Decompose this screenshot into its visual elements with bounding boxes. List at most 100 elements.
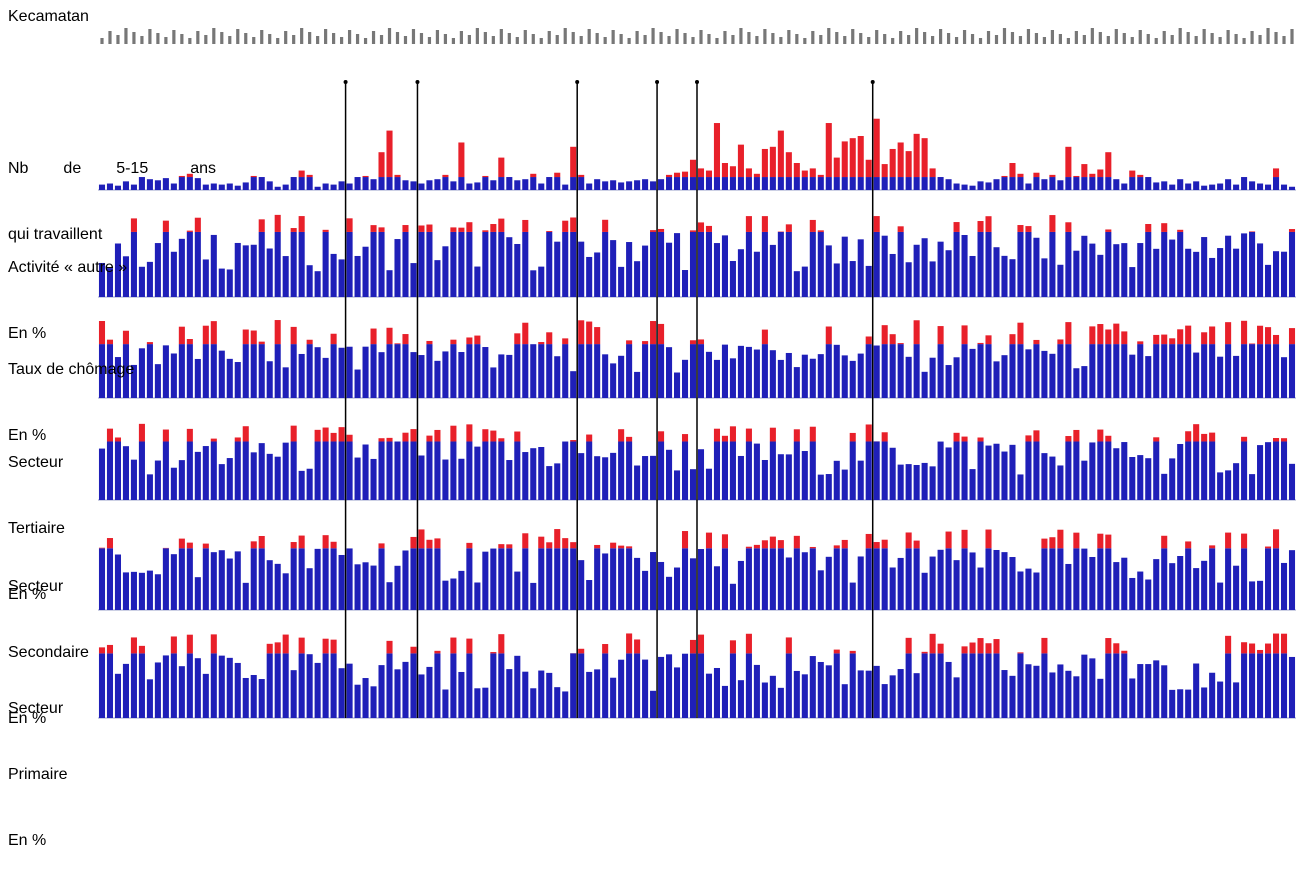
bar-blue [562,691,568,718]
bar-blue [243,441,249,500]
bar-blue [562,185,568,190]
bar-blue [283,653,289,718]
bar-blue [970,349,976,398]
bar-blue [402,662,408,718]
bar-blue [977,181,983,190]
bar-blue [530,448,536,500]
bar-blue [674,233,680,297]
bar-blue [275,187,281,190]
kecamatan-tick [276,38,279,44]
bar-red [570,217,576,231]
bar-red [410,647,416,654]
bar-blue [554,463,560,500]
bar-blue [554,687,560,718]
bar-blue [1073,676,1079,718]
bar-blue [1177,344,1183,398]
bar-blue [1097,441,1103,500]
kecamatan-tick [923,32,926,44]
kecamatan-tick [564,28,567,44]
kecamatan-tick [939,29,942,44]
bar-blue [363,562,369,610]
bar-blue [1185,441,1191,500]
bar-red [1257,650,1263,653]
bar-red [866,424,872,441]
bar-blue [371,179,377,190]
bar-red [794,536,800,548]
bar-blue [834,263,840,297]
bar-blue [1177,444,1183,500]
bar-red [626,340,632,344]
bar-blue [554,177,560,190]
bar-blue [251,245,257,297]
bar-blue [386,653,392,718]
bar-red [347,435,353,442]
bar-blue [1241,653,1247,718]
bar-red [866,534,872,548]
bar-blue [546,548,552,610]
kecamatan-tick [699,30,702,44]
bar-blue [1009,344,1015,398]
kecamatan-tick [252,37,255,44]
bar-blue [426,667,432,718]
bar-red [794,163,800,177]
bar-blue [858,239,864,297]
kecamatan-tick [715,38,718,44]
bar-blue [339,555,345,610]
bar-red [1241,437,1247,442]
bar-blue [1233,249,1239,297]
bar-red [722,436,728,442]
bar-blue [890,567,896,610]
kecamatan-tick [244,33,247,44]
bar-blue [1049,354,1055,398]
bar-blue [243,245,249,297]
bar-red [930,168,936,177]
bar-blue [498,232,504,297]
bar-red [1225,636,1231,654]
kecamatan-tick [180,34,183,44]
bar-blue [155,461,161,500]
bar-blue [914,344,920,398]
bar-blue [458,672,464,718]
bar-red [626,437,632,442]
bar-red [1289,229,1295,232]
kecamatan-tick [907,35,910,44]
bar-blue [243,678,249,718]
bar-blue [802,674,808,718]
bar-blue [371,459,377,500]
bar-blue [187,548,193,610]
kecamatan-tick [795,34,798,44]
bar-blue [363,347,369,398]
bar-blue [219,550,225,610]
bar-red [762,149,768,177]
bar-blue [211,653,217,718]
kecamatan-tick [284,31,287,44]
bar-blue [211,552,217,610]
bar-red [1105,535,1111,549]
bar-blue [227,458,233,500]
bar-blue [131,572,137,610]
bar-blue [1017,571,1023,610]
bar-blue [698,232,704,297]
bar-blue [610,678,616,718]
bar-red [722,163,728,177]
bar-red [394,343,400,344]
bar-red [594,327,600,344]
bar-red [962,325,968,344]
bar-blue [378,441,384,500]
bar-blue [171,653,177,718]
bar-blue [323,358,329,398]
bar-blue [1137,344,1143,398]
bar-blue [355,370,361,398]
bar-red [538,342,544,344]
bar-blue [842,177,848,190]
bar-blue [634,372,640,398]
bar-red [762,330,768,344]
bar-red [946,532,952,549]
bar-blue [506,355,512,398]
bar-blue [1209,344,1215,398]
bar-blue [410,441,416,500]
bar-red [1281,634,1287,654]
bar-blue [993,247,999,297]
bar-blue [1193,441,1199,500]
kecamatan-tick [508,33,511,44]
